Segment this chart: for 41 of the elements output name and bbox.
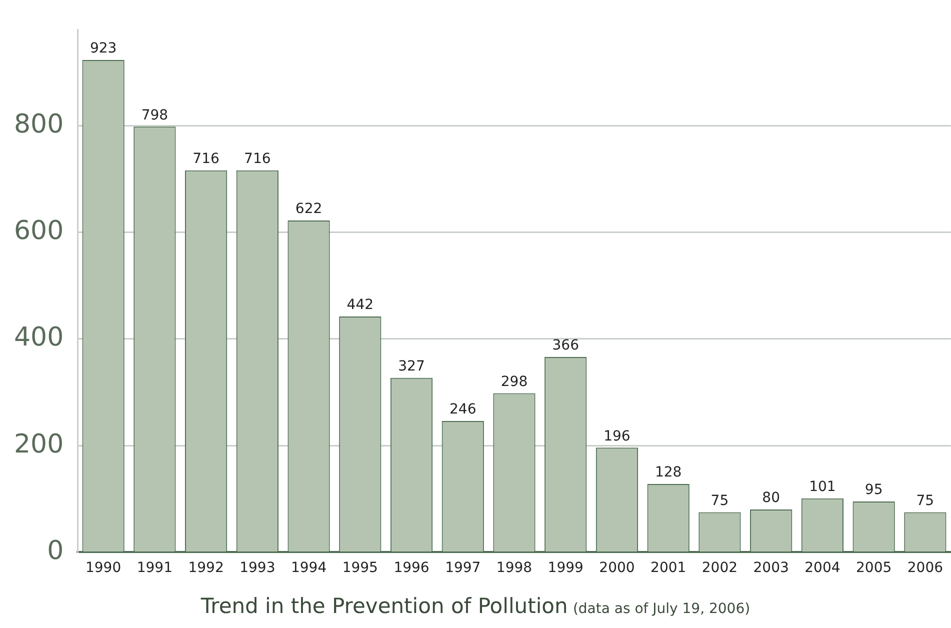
data-label: 798	[141, 107, 168, 124]
data-label: 75	[916, 492, 934, 509]
x-tick-label: 2005	[856, 560, 892, 576]
text: Trend in the Prevention of Pollution	[200, 594, 568, 618]
data-label: 196	[604, 428, 630, 444]
x-tick-label: 2000	[599, 560, 635, 576]
data-label: 128	[654, 464, 682, 481]
x-tick-label: 1992	[188, 560, 224, 576]
x-tick-label: 2001	[650, 560, 686, 576]
y-tick-label: 800	[14, 109, 64, 140]
data-label: 622	[295, 201, 322, 218]
data-label: 923	[90, 40, 117, 57]
data-label: 327	[398, 358, 425, 374]
data-label: 75	[710, 492, 729, 509]
y-tick-label: 0	[47, 536, 64, 566]
data-label: 95	[864, 482, 883, 498]
data-label: 101	[809, 478, 836, 495]
x-tick-label: 2006	[907, 560, 944, 576]
data-label: 442	[346, 297, 374, 314]
data-label: 366	[552, 338, 580, 354]
data-label: 716	[244, 151, 271, 168]
x-tick-label: 1994	[290, 560, 327, 576]
x-tick-label: 1999	[548, 560, 584, 576]
data-label: 298	[500, 374, 528, 390]
y-tick-label: 400	[14, 322, 64, 353]
x-tick-label: 1997	[445, 560, 481, 576]
x-tick-label: 1993	[240, 560, 276, 576]
x-tick-label: 2002	[702, 560, 738, 576]
data-label: 246	[450, 402, 476, 418]
y-tick-label: 200	[14, 429, 64, 460]
x-tick-label: 1996	[394, 560, 430, 576]
x-tick-label: 2003	[753, 560, 789, 576]
x-tick-label: 1991	[136, 560, 172, 576]
x-tick-label: 1998	[496, 560, 532, 576]
x-tick-label: 1995	[342, 560, 378, 576]
y-tick-label: 600	[14, 216, 64, 246]
x-tick-label: 1990	[85, 560, 122, 576]
text: (data as of July 19, 2006)	[572, 601, 750, 617]
data-label: 80	[762, 490, 780, 506]
x-tick-label: 2004	[804, 560, 840, 576]
data-label: 716	[192, 151, 220, 168]
